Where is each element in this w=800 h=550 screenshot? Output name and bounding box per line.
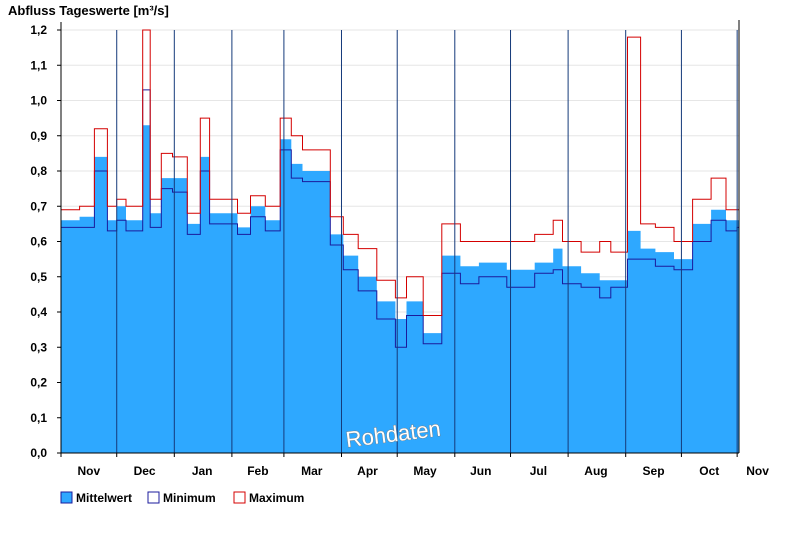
legend-maximum: Maximum <box>233 491 304 505</box>
y-tick-label: 0,7 <box>30 199 47 213</box>
watermark: Rohdaten <box>344 416 442 452</box>
y-tick-label: 0,5 <box>30 270 47 284</box>
legend-minimum-swatch <box>147 491 160 504</box>
y-tick-label: 0,4 <box>30 305 47 319</box>
series-mittelwert-area <box>61 125 739 453</box>
y-tick-label: 0,3 <box>30 340 47 354</box>
x-tick-label: Mar <box>301 464 323 478</box>
x-tick-label: Aug <box>584 464 607 478</box>
y-tick-label: 1,1 <box>30 58 47 72</box>
x-tick-label: Sep <box>643 464 665 478</box>
series-layer <box>61 29 739 453</box>
series-minimum-line <box>61 89 739 348</box>
chart-title: Abfluss Tageswerte [m³/s] <box>8 3 169 18</box>
x-tick-label: Dec <box>134 464 156 478</box>
month-separators <box>116 30 738 453</box>
x-tick-label: Jul <box>530 464 547 478</box>
x-tick-label: Nov <box>746 464 769 478</box>
legend-maximum-swatch <box>233 491 246 504</box>
x-tick-label: Apr <box>357 464 378 478</box>
legend-mittelwert-label: Mittelwert <box>76 491 132 505</box>
x-tick-label: Nov <box>78 464 101 478</box>
y-tick-label: 0,2 <box>30 376 47 390</box>
legend-minimum-label: Minimum <box>163 491 216 505</box>
y-tick-label: 0,8 <box>30 164 47 178</box>
y-tick-label: 1,0 <box>30 94 47 108</box>
legend-mittelwert: Mittelwert <box>60 491 132 505</box>
legend-maximum-label: Maximum <box>249 491 304 505</box>
y-tick-labels: 0,0 0,1 0,2 0,3 0,4 0,5 0,6 0,7 0,8 0,9 1,0 1,1 1,2 <box>30 23 61 460</box>
x-tick-label: Jun <box>470 464 491 478</box>
y-tick-label: 0,6 <box>30 235 47 249</box>
legend-mittelwert-swatch <box>60 491 73 504</box>
y-tick-label: 0,9 <box>30 129 47 143</box>
x-tick-label: May <box>413 464 437 478</box>
series-maximum-line <box>61 29 739 316</box>
y-tick-label: 1,2 <box>30 23 47 37</box>
x-tick-labels: Nov Dec Jan Feb Mar Apr May Jun Jul Aug Sep Oct Nov <box>60 453 769 478</box>
y-tick-label: 0,1 <box>30 411 47 425</box>
x-tick-label: Jan <box>192 464 213 478</box>
legend: Mittelwert Minimum Maximum <box>60 491 304 505</box>
legend-minimum: Minimum <box>147 491 216 505</box>
x-tick-label: Oct <box>699 464 719 478</box>
y-tick-label: 0,0 <box>30 446 47 460</box>
x-tick-label: Feb <box>247 464 268 478</box>
